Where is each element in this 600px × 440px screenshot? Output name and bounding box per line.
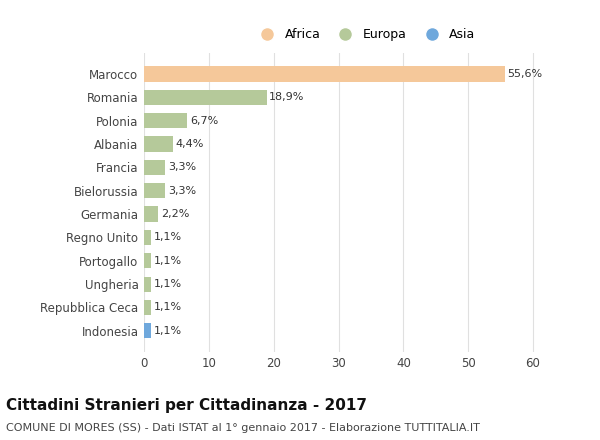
Text: 1,1%: 1,1%: [154, 279, 182, 289]
Text: 1,1%: 1,1%: [154, 302, 182, 312]
Text: 1,1%: 1,1%: [154, 326, 182, 336]
Bar: [144, 253, 151, 268]
Bar: [144, 90, 266, 105]
Text: 18,9%: 18,9%: [269, 92, 305, 103]
Text: 3,3%: 3,3%: [168, 186, 196, 196]
Text: 1,1%: 1,1%: [154, 232, 182, 242]
Text: 1,1%: 1,1%: [154, 256, 182, 266]
Legend: Africa, Europa, Asia: Africa, Europa, Asia: [250, 23, 481, 46]
Bar: [144, 276, 151, 292]
Text: 6,7%: 6,7%: [190, 116, 218, 126]
Bar: [144, 160, 166, 175]
Bar: [144, 136, 173, 152]
Text: Cittadini Stranieri per Cittadinanza - 2017: Cittadini Stranieri per Cittadinanza - 2…: [6, 398, 367, 413]
Text: 55,6%: 55,6%: [507, 69, 542, 79]
Text: 2,2%: 2,2%: [161, 209, 189, 219]
Text: COMUNE DI MORES (SS) - Dati ISTAT al 1° gennaio 2017 - Elaborazione TUTTITALIA.I: COMUNE DI MORES (SS) - Dati ISTAT al 1° …: [6, 423, 480, 433]
Bar: [144, 323, 151, 338]
Bar: [144, 183, 166, 198]
Text: 3,3%: 3,3%: [168, 162, 196, 172]
Bar: [144, 206, 158, 222]
Bar: [144, 66, 505, 81]
Bar: [144, 113, 187, 128]
Bar: [144, 230, 151, 245]
Text: 4,4%: 4,4%: [175, 139, 203, 149]
Bar: [144, 300, 151, 315]
